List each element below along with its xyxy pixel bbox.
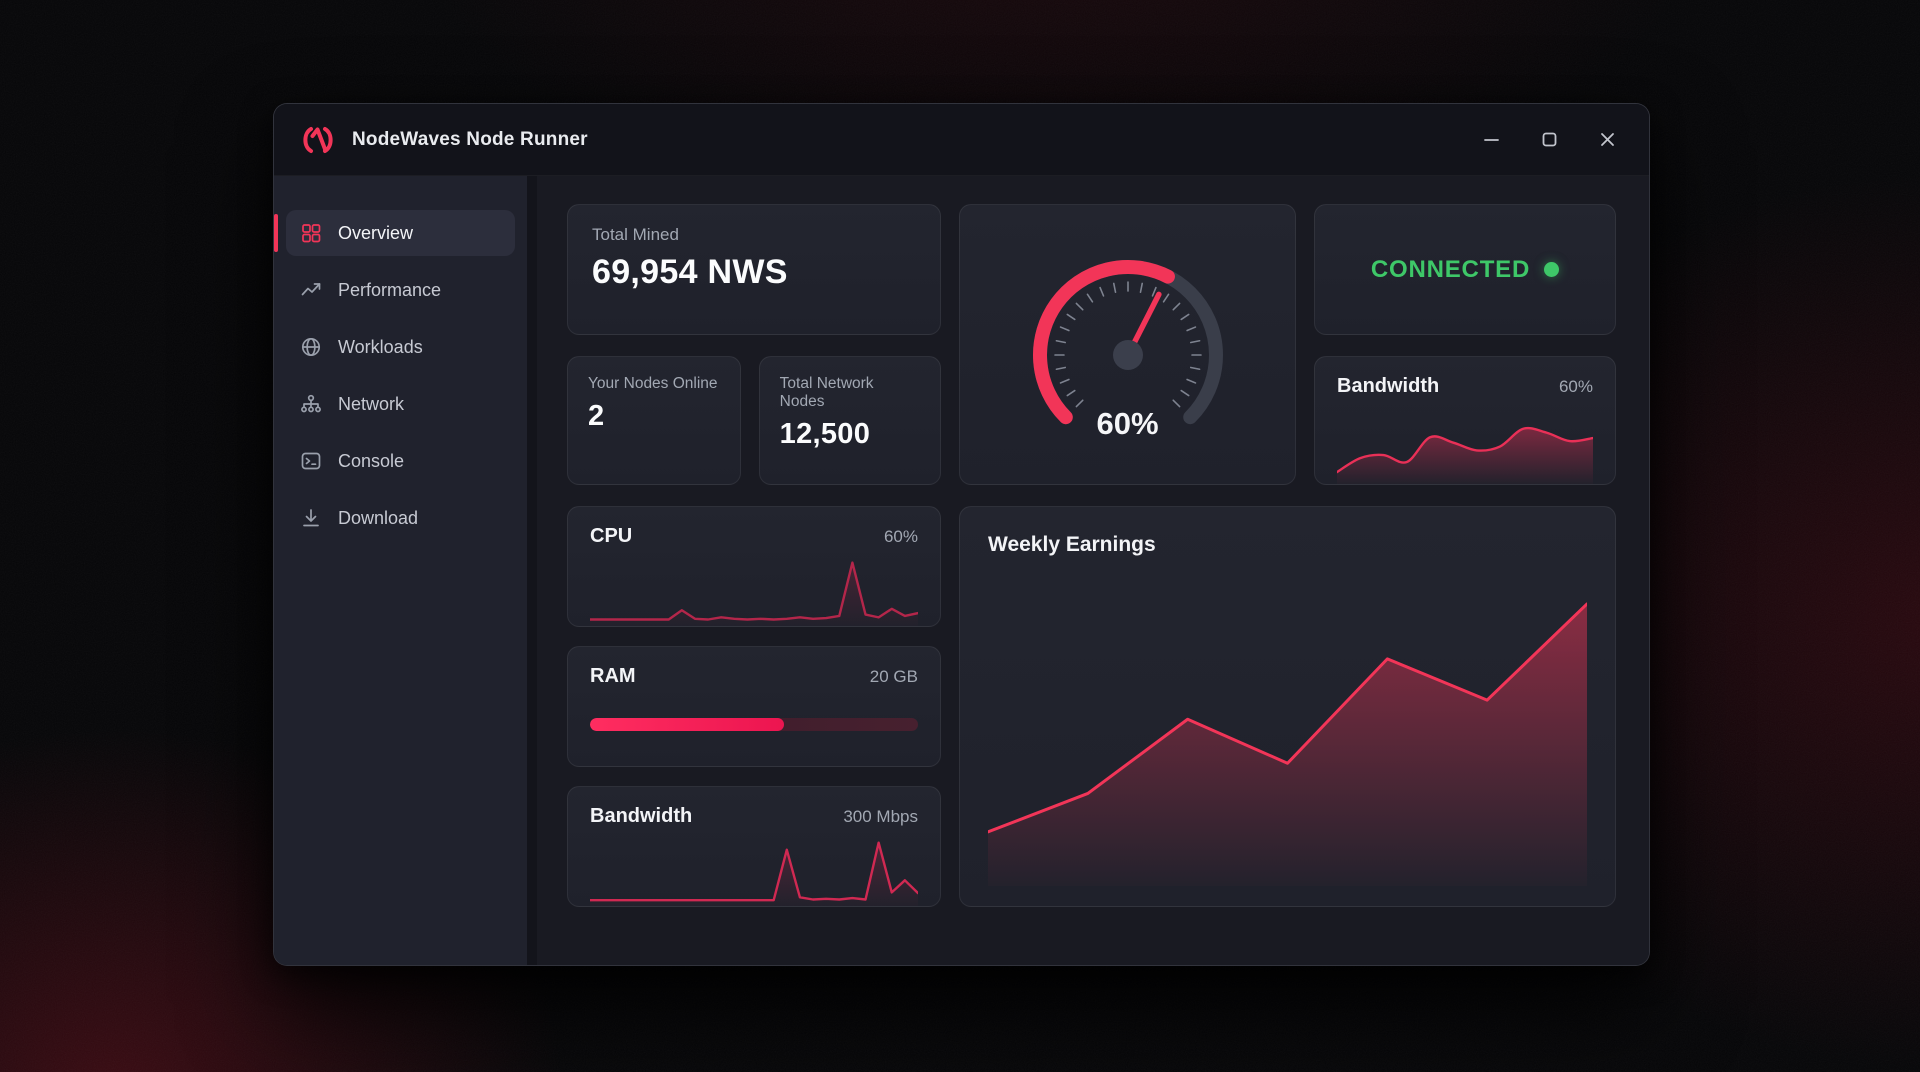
- app-window: NodeWaves Node Runner Overview: [273, 103, 1650, 966]
- sidebar-item-label: Console: [338, 450, 405, 471]
- utilization-gauge-card: 60%: [959, 204, 1296, 485]
- bandwidth-label: Bandwidth: [590, 805, 693, 828]
- sidebar-item-network[interactable]: Network: [286, 381, 515, 427]
- dashboard: Total Mined 69,954 NWS Your Nodes Online…: [537, 176, 1649, 965]
- maximize-button[interactable]: [1533, 124, 1565, 156]
- status-dot: [1544, 262, 1560, 277]
- bandwidth-mbps-card: Bandwidth 300 Mbps: [567, 786, 941, 908]
- close-button[interactable]: [1591, 124, 1623, 156]
- window-controls: [1475, 124, 1623, 156]
- nodes-online-value: 2: [588, 400, 605, 432]
- titlebar: NodeWaves Node Runner: [274, 104, 1649, 176]
- connection-status-card: CONNECTED: [1314, 204, 1616, 335]
- terminal-icon: [300, 450, 322, 472]
- sidebar-item-label: Download: [338, 507, 419, 528]
- sphere-grid-icon: [300, 336, 322, 358]
- app-title: NodeWaves Node Runner: [352, 128, 588, 150]
- cpu-card: CPU 60%: [567, 506, 941, 628]
- network-nodes-card: Total Network Nodes 12,500: [758, 356, 941, 485]
- nodewaves-logo-icon: [303, 126, 333, 153]
- hierarchy-icon: [300, 393, 322, 415]
- download-icon: [300, 507, 322, 529]
- bandwidth-sparkline: [1337, 404, 1593, 484]
- weekly-earnings-chart: [988, 571, 1587, 887]
- ram-progress-fill: [590, 718, 784, 732]
- sidebar-divider: [527, 176, 537, 965]
- sidebar-item-download[interactable]: Download: [286, 495, 515, 541]
- ram-progress-track: [590, 718, 918, 732]
- weekly-earnings-title: Weekly Earnings: [988, 533, 1156, 556]
- active-indicator: [274, 214, 278, 252]
- network-nodes-label: Total Network Nodes: [779, 375, 874, 410]
- bandwidth-percent-card: Bandwidth 60%: [1314, 356, 1616, 485]
- total-mined-card: Total Mined 69,954 NWS: [567, 204, 941, 335]
- bandwidth-label: Bandwidth: [1337, 375, 1440, 397]
- sidebar-item-label: Workloads: [338, 336, 423, 357]
- sidebar-item-label: Performance: [338, 279, 442, 300]
- sidebar-item-workloads[interactable]: Workloads: [286, 324, 515, 370]
- ram-label: RAM: [590, 665, 636, 688]
- cpu-sparkline: [590, 552, 918, 627]
- sidebar-item-label: Overview: [338, 222, 414, 243]
- nodes-online-label: Your Nodes Online: [588, 375, 718, 392]
- resource-cards: CPU 60% RAM 20 GB Bandwidt: [567, 506, 941, 908]
- ram-card: RAM 20 GB: [567, 646, 941, 768]
- minimize-button[interactable]: [1475, 124, 1507, 156]
- cpu-label: CPU: [590, 525, 633, 547]
- sidebar: Overview Performance Workloads Network: [274, 176, 527, 965]
- trend-up-icon: [300, 279, 322, 301]
- sidebar-item-console[interactable]: Console: [286, 438, 515, 484]
- bandwidth-value: 60%: [1558, 377, 1593, 396]
- weekly-earnings-card: Weekly Earnings: [959, 506, 1616, 908]
- sidebar-item-performance[interactable]: Performance: [286, 267, 515, 313]
- grid-icon: [300, 222, 322, 244]
- gauge-value: 60%: [1096, 406, 1159, 441]
- sidebar-item-overview[interactable]: Overview: [274, 210, 515, 256]
- nodes-online-card: Your Nodes Online 2: [567, 356, 741, 485]
- utilization-gauge: [1032, 260, 1223, 425]
- connection-status-text: CONNECTED: [1370, 255, 1531, 283]
- bandwidth-mbps-sparkline: [590, 832, 918, 907]
- node-stats-row: Your Nodes Online 2 Total Network Nodes …: [567, 356, 941, 485]
- ram-value: 20 GB: [869, 667, 918, 687]
- total-mined-label: Total Mined: [592, 225, 679, 244]
- cpu-value: 60%: [883, 527, 918, 546]
- bandwidth-value: 300 Mbps: [843, 807, 918, 827]
- total-mined-value: 69,954 NWS: [592, 253, 788, 291]
- network-nodes-value: 12,500: [779, 418, 871, 450]
- sidebar-item-label: Network: [338, 393, 405, 414]
